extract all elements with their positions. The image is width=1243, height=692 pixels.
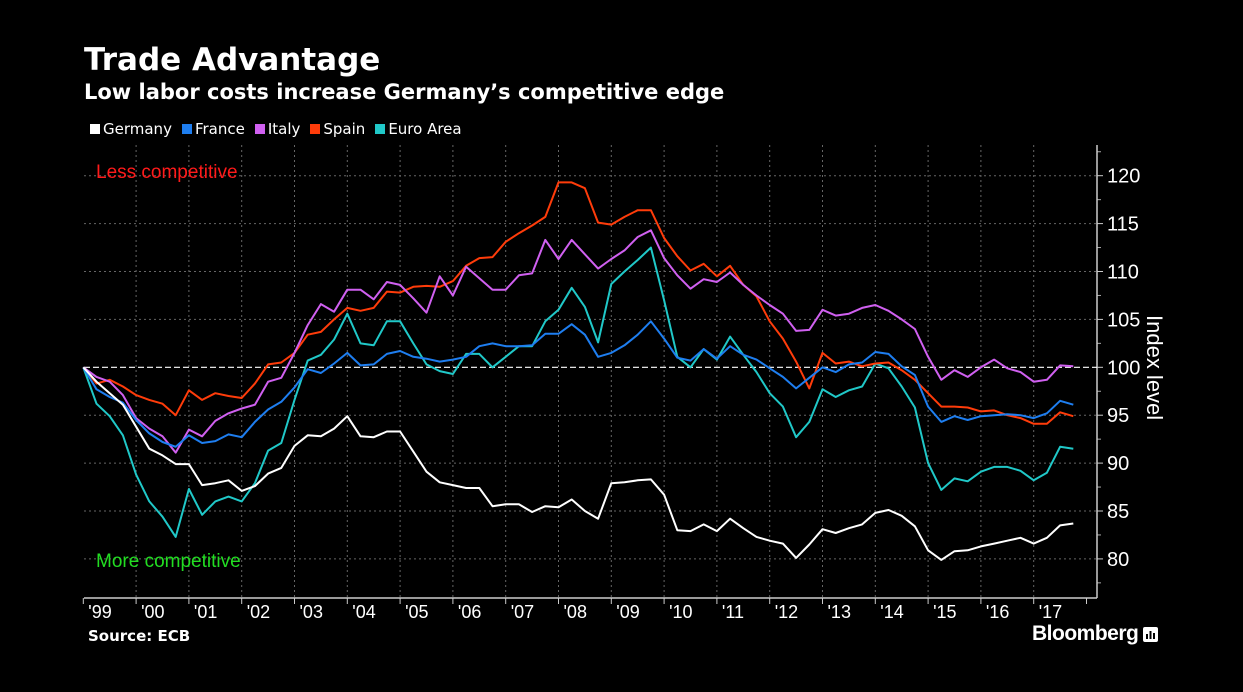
legend-label: France [194,120,245,138]
x-tick-label: '07 [511,602,534,622]
x-tick-label: '17 [1039,602,1062,622]
series-spain [82,181,1074,425]
x-tick-label: '01 [194,602,217,622]
x-tick-label: '15 [933,602,956,622]
legend-swatch [90,124,100,134]
legend-label: Italy [267,120,301,138]
series-euro-area [82,246,1074,538]
legend-swatch [310,124,321,134]
x-tick-label: '09 [616,602,639,622]
x-tick-label: '03 [300,602,323,622]
logo-text: Bloomberg [1032,622,1139,645]
x-tick-label: '99 [88,602,111,622]
legend-item: Euro Area [375,120,462,138]
x-tick-label: '13 [828,602,851,622]
legend-item: France [181,120,245,138]
chart-subtitle: Low labor costs increase Germany’s compe… [84,80,725,104]
legend-label: Germany [103,120,172,138]
series-italy [82,229,1074,454]
series-france [82,320,1074,448]
series-line [82,229,1074,454]
source-note: Source: ECB [88,627,191,645]
legend-label: Spain [323,120,366,138]
series-line [82,320,1074,448]
x-tick-label: '16 [986,602,1009,622]
x-tick-label: '00 [141,602,164,622]
y-tick-label: 120 [1107,166,1140,188]
series-germany [82,366,1074,561]
legend-label: Euro Area [388,120,462,138]
x-tick-label: '11 [722,602,744,622]
x-tick-label: '10 [669,602,692,622]
less-competitive-annotation: Less competitive [96,162,238,183]
x-tick-label: '06 [458,602,481,622]
legend-swatch [254,124,265,134]
series-line [82,366,1074,561]
y-tick-label: 90 [1107,453,1129,475]
x-tick-label: '08 [564,602,587,622]
x-tick-label: '05 [405,602,428,622]
legend-item: Italy [254,120,301,138]
y-axis-label: Index level [1142,315,1167,420]
x-tick-label: '04 [352,602,375,622]
legend-item: Spain [310,120,365,138]
y-tick-label: 115 [1107,214,1139,236]
chart-title: Trade Advantage [84,42,381,78]
legend-swatch [181,124,192,134]
series-line [82,246,1074,538]
y-tick-label: 80 [1107,549,1129,571]
series-line [82,181,1074,425]
bloomberg-chart-icon [1143,626,1159,642]
x-tick-label: '02 [247,602,270,622]
legend-item: Germany [90,120,172,138]
more-competitive-annotation: More competitive [96,551,241,572]
legend: Germany France Italy Spain Euro Area [90,120,462,138]
x-tick-label: '14 [880,602,903,622]
legend-swatch [375,124,386,134]
y-tick-label: 105 [1107,309,1140,331]
y-tick-label: 95 [1107,405,1129,427]
bloomberg-logo: Bloomberg [1032,622,1159,646]
y-tick-label: 100 [1107,357,1140,379]
y-tick-label: 110 [1107,262,1139,284]
y-tick-label: 85 [1107,501,1129,523]
x-tick-label: '12 [775,602,798,622]
